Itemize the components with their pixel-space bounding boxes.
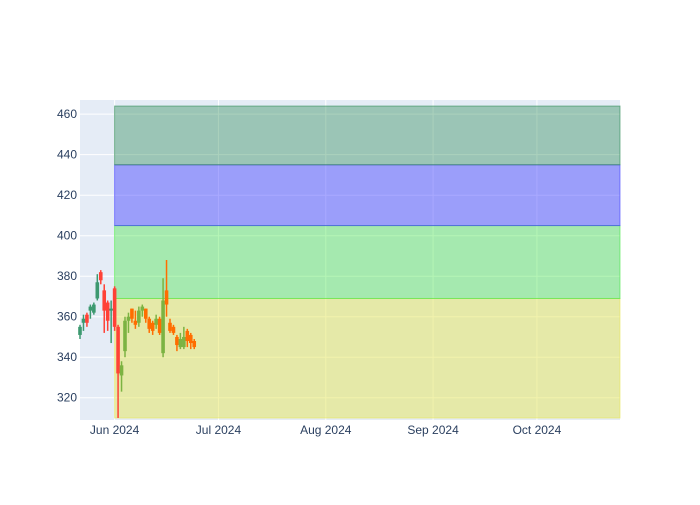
candle-body <box>161 300 165 354</box>
x-tick-label: Jul 2024 <box>196 423 242 437</box>
candle-body <box>178 338 183 348</box>
candle-body <box>88 306 93 311</box>
y-tick-label: 460 <box>57 107 77 121</box>
candle-body <box>157 318 162 333</box>
candle-body <box>137 310 141 323</box>
range-band <box>114 164 621 227</box>
candle-body <box>164 290 169 305</box>
range-band <box>114 225 621 299</box>
candle-body <box>185 330 190 342</box>
candle-body <box>126 316 131 321</box>
y-tick-label: 380 <box>57 269 77 283</box>
candle-body <box>123 320 127 352</box>
candle-body <box>102 290 107 311</box>
x-tick-label: Aug 2024 <box>300 423 352 437</box>
candle-body <box>171 326 176 333</box>
candle-body <box>78 326 82 335</box>
x-tick-label: Sep 2024 <box>407 423 459 437</box>
x-axis-ticks: Jun 2024 Jul 2024 Aug 2024 Sep 2024 Oct 2024 <box>90 423 562 437</box>
candle-body <box>150 322 155 331</box>
y-tick-label: 360 <box>57 310 77 324</box>
candle-body <box>98 272 103 281</box>
candle-body <box>192 341 197 348</box>
range-bands <box>114 105 621 419</box>
candlesticks <box>78 260 197 418</box>
candle-body <box>85 314 89 323</box>
candle-body <box>143 308 148 319</box>
y-tick-label: 320 <box>57 391 77 405</box>
range-band <box>114 297 621 419</box>
y-tick-label: 340 <box>57 350 77 364</box>
candle-body <box>133 320 138 325</box>
candle-body <box>147 318 152 329</box>
candle-body <box>81 318 86 323</box>
candle-body <box>112 288 117 327</box>
y-tick-label: 400 <box>57 229 77 243</box>
candle-body <box>119 365 124 376</box>
candle-body <box>130 308 134 319</box>
candle-body <box>168 322 172 331</box>
y-tick-label: 440 <box>57 148 77 162</box>
y-axis-ticks: 320 340 360 380 400 420 440 460 <box>57 107 77 405</box>
y-tick-label: 420 <box>57 188 77 202</box>
candle-body <box>105 302 110 321</box>
candle-body <box>154 318 158 325</box>
candle-body <box>182 336 186 348</box>
x-tick-label: Oct 2024 <box>513 423 562 437</box>
candle-body <box>175 336 179 346</box>
candle-body <box>188 334 193 344</box>
candle-body <box>116 326 120 374</box>
candle-body <box>95 282 100 299</box>
candle-body <box>109 308 113 311</box>
range-band <box>114 105 621 166</box>
candle-body <box>140 306 145 311</box>
candle-body <box>92 304 96 313</box>
x-tick-label: Jun 2024 <box>90 423 140 437</box>
